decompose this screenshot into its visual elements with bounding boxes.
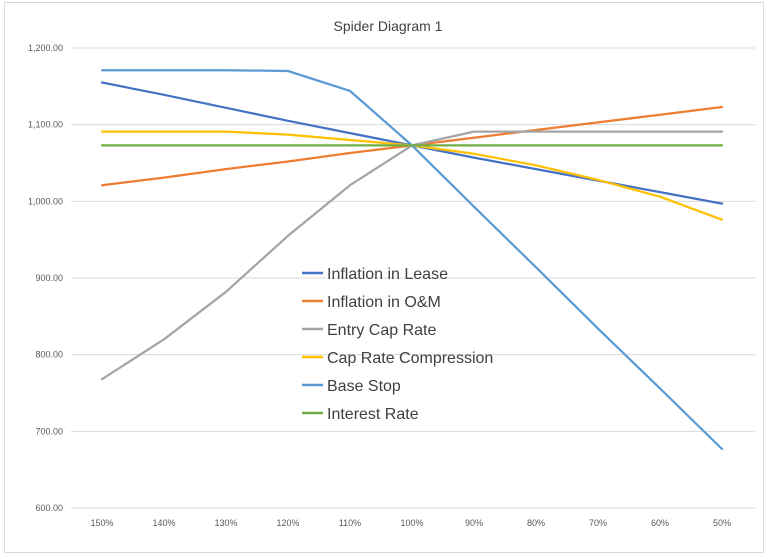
x-tick-label: 90% [465, 518, 483, 528]
x-tick-label: 140% [152, 518, 175, 528]
series-line-inflation-in-lease [100, 81, 724, 205]
y-axis-tick-labels: 600.00 700.00 800.00 900.00 1,000.00 1,100.00… [28, 43, 63, 513]
x-tick-label: 100% [400, 518, 423, 528]
y-tick-label: 700.00 [35, 426, 63, 436]
y-tick-label: 1,100.00 [28, 120, 63, 130]
chart-frame: Spider Diagram 1 600.00 700.00 800.00 900.0… [4, 2, 764, 553]
legend-label: Interest Rate [327, 406, 419, 423]
legend-label: Inflation in O&M [327, 294, 441, 311]
legend-label: Inflation in Lease [327, 266, 448, 283]
x-tick-label: 70% [589, 518, 607, 528]
gridlines [71, 47, 755, 509]
series-line-base-stop [100, 69, 724, 451]
y-tick-label: 800.00 [35, 350, 63, 360]
x-tick-label: 120% [276, 518, 299, 528]
x-tick-label: 130% [214, 518, 237, 528]
legend: Inflation in Lease Inflation in O&M Entry … [302, 266, 493, 423]
series-line-entry-cap-rate [100, 130, 724, 381]
y-tick-label: 1,000.00 [28, 196, 63, 206]
legend-label: Base Stop [327, 378, 401, 395]
y-tick-label: 900.00 [35, 273, 63, 283]
chart-canvas: Spider Diagram 1 600.00 700.00 800.00 900.0… [28, 18, 755, 528]
x-tick-label: 110% [339, 518, 361, 528]
y-tick-label: 600.00 [35, 503, 63, 513]
series-lines [100, 69, 724, 451]
y-tick-label: 1,200.00 [28, 43, 63, 53]
legend-label: Entry Cap Rate [327, 322, 436, 339]
x-tick-label: 60% [651, 518, 669, 528]
x-axis-tick-labels: 150% 140% 130% 120% 110% 100% 90% 80% 70% 60% 50% [90, 518, 731, 528]
chart-title: Spider Diagram 1 [334, 18, 443, 34]
x-tick-label: 80% [527, 518, 545, 528]
x-tick-label: 150% [90, 518, 113, 528]
x-tick-label: 50% [713, 518, 731, 528]
legend-label: Cap Rate Compression [327, 350, 493, 367]
